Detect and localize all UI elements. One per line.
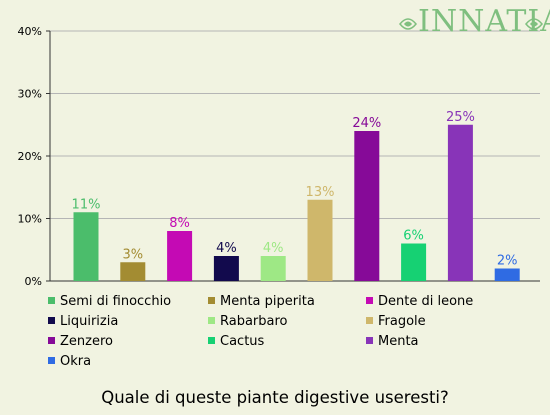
legend-label: Fragole <box>378 314 426 329</box>
legend-item: Cactus <box>208 333 264 351</box>
bar-labels: 11% 3% 8% 4% 4% 13% 24% 6% 25% 2% <box>72 110 518 269</box>
bar-value-label: 4% <box>263 241 284 256</box>
y-tick-label: 10% <box>18 213 42 226</box>
bar-value-label: 2% <box>497 254 518 269</box>
bar <box>260 256 286 281</box>
legend-swatch <box>366 337 373 344</box>
bar <box>120 262 146 281</box>
brand-name: INNATIA <box>418 4 550 39</box>
bar-value-label: 13% <box>306 185 335 200</box>
bar <box>447 124 473 281</box>
legend-item: Okra <box>48 353 91 371</box>
bar <box>73 212 99 281</box>
bar <box>354 131 380 281</box>
legend-label: Cactus <box>220 334 265 349</box>
legend-item: Rabarbaro <box>208 313 288 331</box>
bar-value-label: 3% <box>122 247 143 262</box>
legend-label: Semi di finocchio <box>60 294 172 309</box>
legend-label: Zenzero <box>60 334 113 349</box>
bar-value-label: 11% <box>72 197 101 212</box>
bar-value-label: 6% <box>403 229 424 244</box>
legend-label: Okra <box>60 354 92 369</box>
bar <box>213 256 239 281</box>
legend-swatch <box>366 317 373 324</box>
legend-swatch <box>48 337 55 344</box>
legend-item: Menta piperita <box>208 293 315 311</box>
bar-value-label: 25% <box>446 110 475 125</box>
legend-label: Menta piperita <box>220 294 315 309</box>
legend-item: Dente di leone <box>366 293 473 311</box>
y-axis: 0% 10% 20% 30% 40% <box>18 25 51 288</box>
legend-swatch <box>208 337 215 344</box>
bar <box>401 243 427 281</box>
bars <box>73 124 520 281</box>
legend-swatch <box>366 297 373 304</box>
legend-swatch <box>48 317 55 324</box>
poll-question: Quale di queste piante digestive userest… <box>101 388 449 407</box>
legend-swatch <box>208 297 215 304</box>
legend-label: Dente di leone <box>378 294 474 309</box>
legend-item: Zenzero <box>48 333 113 351</box>
bar-value-label: 8% <box>169 216 190 231</box>
bar-value-label: 4% <box>216 241 237 256</box>
bar <box>167 231 193 281</box>
legend-swatch <box>48 357 55 364</box>
legend-item: Fragole <box>366 313 426 331</box>
y-tick-label: 0% <box>25 275 42 288</box>
legend-item: Semi di finocchio <box>48 293 171 311</box>
bar <box>307 199 333 281</box>
bar <box>494 268 520 281</box>
y-tick-label: 40% <box>18 25 42 38</box>
y-tick-label: 30% <box>18 88 42 101</box>
legend-swatch <box>48 297 55 304</box>
bar-value-label: 24% <box>352 116 381 131</box>
legend-label: Liquirizia <box>60 314 119 329</box>
legend-label: Menta <box>378 334 419 349</box>
innatia-logo: INNATIA <box>398 4 550 40</box>
legend-label: Rabarbaro <box>220 314 288 329</box>
legend-item: Liquirizia <box>48 313 118 331</box>
bar-chart: 0% 10% 20% 30% 40% 11% 3% 8% 4% 4% 13% 24% 6% 25% 2% <box>18 25 540 288</box>
y-tick-label: 20% <box>18 150 42 163</box>
legend-swatch <box>208 317 215 324</box>
legend-item: Menta <box>366 333 419 351</box>
